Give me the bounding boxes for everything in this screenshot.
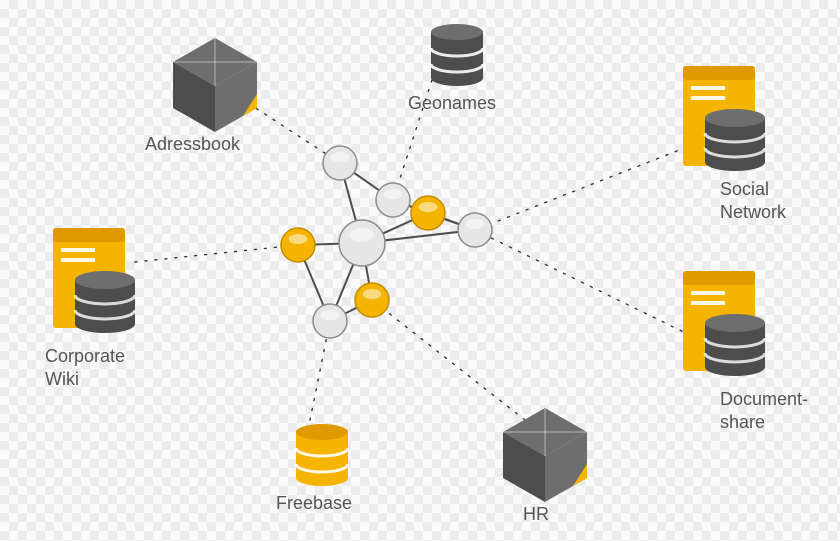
label-freebase: Freebase (276, 492, 352, 515)
center-node-n3 (411, 196, 445, 230)
adressbook-box-icon (165, 30, 265, 140)
center-node-n7 (355, 283, 389, 317)
center-node-highlight (384, 189, 403, 199)
center-node-highlight (466, 219, 485, 229)
center-node-highlight (349, 228, 374, 242)
label-social: Social Network (720, 178, 786, 223)
center-node-n4 (458, 213, 492, 247)
center-node-highlight (363, 289, 382, 299)
label-corpwiki: Corporate Wiki (45, 345, 125, 390)
freebase-db-icon (287, 420, 357, 500)
center-node-highlight (419, 202, 438, 212)
label-adressbook: Adressbook (145, 133, 240, 156)
hr-box-icon (495, 400, 595, 510)
center-node-n2 (376, 183, 410, 217)
center-node-n5 (281, 228, 315, 262)
center-node-highlight (331, 152, 350, 162)
center-node-n6 (339, 220, 385, 266)
geonames-db-icon (422, 20, 492, 100)
label-docshare: Document- share (720, 388, 808, 433)
center-node-n8 (313, 304, 347, 338)
center-node-highlight (321, 310, 340, 320)
center-node-n1 (323, 146, 357, 180)
diagram-canvas: Adressbook Geonames Social Network Document… (0, 0, 840, 541)
label-geonames: Geonames (408, 92, 496, 115)
social-server-icon (665, 60, 815, 190)
label-hr: HR (523, 503, 549, 526)
center-node-highlight (289, 234, 308, 244)
corpwiki-server-icon (35, 222, 185, 352)
docshare-server-icon (665, 265, 815, 395)
